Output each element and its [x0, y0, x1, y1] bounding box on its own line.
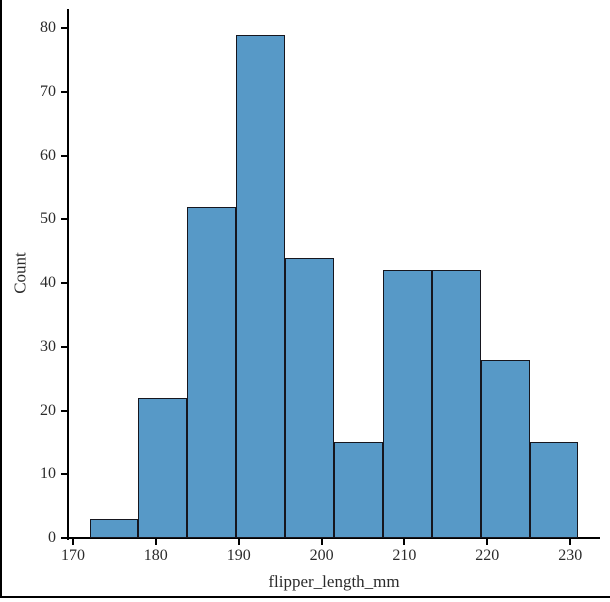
x-axis-spine: [67, 537, 600, 539]
y-tick: [61, 282, 68, 285]
histogram-bar: [285, 257, 334, 538]
x-tick-label: 210: [392, 547, 417, 564]
x-tick-label: 180: [143, 547, 168, 564]
y-tick-label: 20: [40, 401, 56, 419]
y-tick-label: 40: [40, 274, 56, 292]
histogram-bar: [138, 397, 188, 538]
histogram-bar: [187, 206, 237, 538]
x-tick-label: 170: [61, 547, 85, 564]
window-border-bottom: [0, 596, 610, 598]
y-tick-label: 10: [40, 465, 56, 483]
x-tick: [154, 538, 157, 545]
x-tick: [72, 538, 74, 545]
y-tick: [61, 27, 68, 30]
x-tick-label: 230: [558, 547, 583, 564]
histogram-bar: [89, 518, 139, 538]
y-tick: [61, 90, 68, 93]
y-tick: [61, 537, 68, 539]
y-tick-label: 50: [40, 210, 56, 228]
x-tick: [237, 538, 240, 545]
histogram-bar: [529, 442, 579, 538]
y-tick: [61, 473, 68, 476]
histogram-bar: [431, 270, 481, 538]
x-tick: [403, 538, 406, 545]
y-tick: [61, 154, 68, 157]
y-tick-label: 80: [40, 19, 56, 37]
y-tick-label: 0: [48, 529, 56, 546]
x-tick: [486, 538, 489, 545]
y-axis-spine: [67, 9, 69, 540]
x-tick-label: 220: [475, 547, 500, 564]
y-axis-label: Count: [10, 252, 30, 294]
x-tick-label: 200: [309, 547, 334, 564]
y-tick: [61, 218, 68, 221]
histogram-bar: [236, 34, 286, 538]
histogram-bar: [480, 359, 530, 538]
y-tick: [61, 345, 68, 348]
y-tick-label: 60: [40, 146, 56, 164]
y-tick-label: 70: [40, 82, 56, 100]
x-tick: [320, 538, 323, 545]
y-tick-label: 30: [40, 337, 56, 355]
x-tick: [569, 538, 572, 545]
y-tick: [61, 409, 68, 412]
x-tick-label: 190: [226, 547, 251, 564]
histogram-bar: [334, 442, 383, 538]
x-axis-label: flipper_length_mm: [268, 572, 400, 591]
window-border-left: [0, 0, 2, 598]
histogram-bar: [382, 270, 432, 538]
